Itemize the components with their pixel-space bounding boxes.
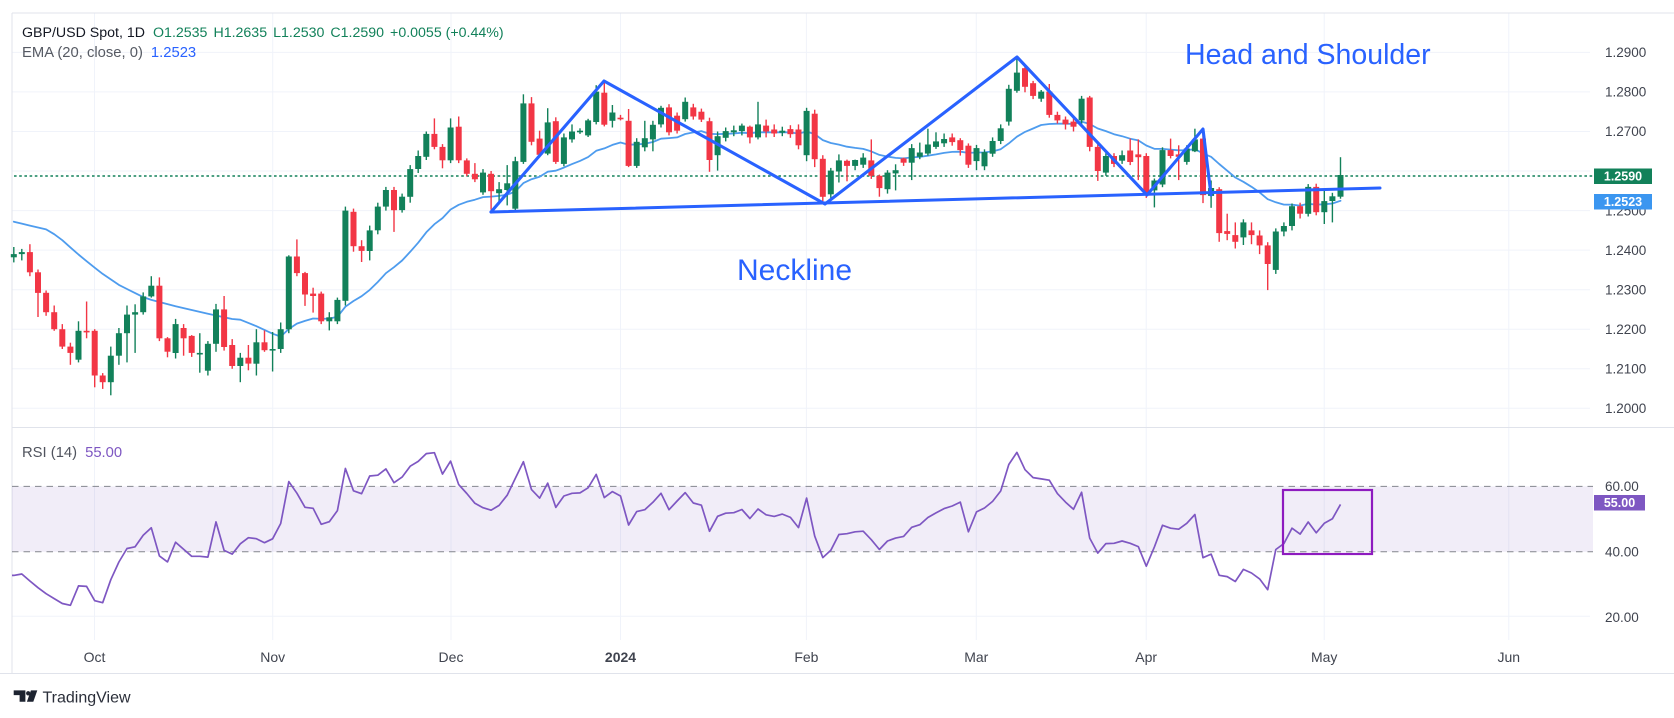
svg-text:May: May [1311,649,1337,665]
svg-text:2024: 2024 [605,649,636,665]
svg-text:Feb: Feb [794,649,818,665]
svg-text:1.2100: 1.2100 [1605,362,1646,377]
svg-text:1.2700: 1.2700 [1605,124,1646,139]
svg-text:Head and Shoulder: Head and Shoulder [1185,39,1431,71]
svg-text:Mar: Mar [964,649,988,665]
svg-text:1.2000: 1.2000 [1605,401,1646,416]
svg-text:1.2300: 1.2300 [1605,282,1646,297]
svg-text:RSI (14)55.00: RSI (14) 55.00 [22,445,122,461]
svg-text:1.2590: 1.2590 [1604,170,1642,184]
svg-text:Oct: Oct [84,649,106,665]
svg-text:Nov: Nov [260,649,285,665]
svg-text:1.2900: 1.2900 [1605,45,1646,60]
svg-text:1.2523: 1.2523 [1604,195,1642,209]
svg-text:1.2200: 1.2200 [1605,322,1646,337]
svg-text:Apr: Apr [1135,649,1157,665]
svg-text:Jun: Jun [1498,649,1521,665]
svg-text:40.00: 40.00 [1605,545,1639,560]
svg-text:EMA (20, close, 0)1.2523: EMA (20, close, 0) 1.2523 [22,45,196,61]
svg-text:Neckline: Neckline [737,254,852,287]
svg-text:TradingView: TradingView [43,690,131,707]
svg-text:60.00: 60.00 [1605,479,1639,494]
svg-text:1.2400: 1.2400 [1605,243,1646,258]
svg-text:55.00: 55.00 [1604,496,1635,510]
svg-text:1.2800: 1.2800 [1605,85,1646,100]
svg-text:20.00: 20.00 [1605,610,1639,625]
svg-text:Dec: Dec [439,649,464,665]
